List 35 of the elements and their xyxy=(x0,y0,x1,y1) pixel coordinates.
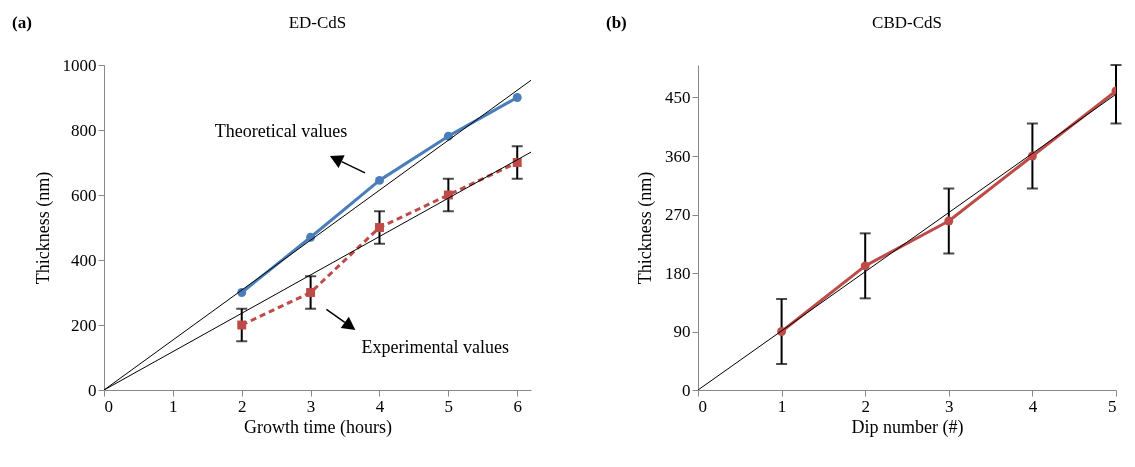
x-tick-label: 2 xyxy=(861,396,870,416)
y-axis-title: Thickness (nm) xyxy=(635,171,656,285)
chart-title: ED-CdS xyxy=(288,13,347,32)
y-tick-label: 200 xyxy=(71,315,97,335)
y-tick-label: 0 xyxy=(88,380,97,400)
x-tick-label: 3 xyxy=(945,396,954,416)
y-tick-label: 90 xyxy=(673,322,691,341)
x-tick-label: 4 xyxy=(1028,396,1038,416)
y-tick-label: 450 xyxy=(665,88,691,107)
x-axis-title: Growth time (hours) xyxy=(244,416,392,438)
x-tick-label: 3 xyxy=(306,396,316,416)
annotation: Theoretical values xyxy=(214,120,348,141)
y-axis-title: Thickness (nm) xyxy=(32,171,54,285)
x-tick-label: 0 xyxy=(104,396,113,416)
x-tick-label: 2 xyxy=(237,396,247,416)
text: (a) xyxy=(12,13,32,32)
x-tick-label: 1 xyxy=(169,396,178,416)
text: (b) xyxy=(606,13,627,32)
chart-title: CBD-CdS xyxy=(872,13,942,32)
x-tick-label: 5 xyxy=(1108,396,1117,416)
y-tick-label: 360 xyxy=(665,146,691,166)
y-tick-label: 270 xyxy=(665,205,691,224)
annotation: Experimental values xyxy=(361,337,509,358)
x-axis-title: Dip number (#) xyxy=(851,416,964,438)
x-tick-label: 1 xyxy=(777,396,787,416)
y-tick-label: 1000 xyxy=(62,55,97,75)
y-tick-label: 0 xyxy=(682,380,691,400)
x-tick-label: 6 xyxy=(513,396,522,416)
x-tick-label: 4 xyxy=(375,396,385,416)
y-tick-label: 600 xyxy=(71,185,97,205)
x-tick-label: 0 xyxy=(698,396,707,416)
x-tick-label: 5 xyxy=(444,396,454,416)
y-tick-label: 180 xyxy=(665,263,691,283)
y-tick-label: 400 xyxy=(71,250,97,270)
y-tick-label: 800 xyxy=(71,120,97,140)
